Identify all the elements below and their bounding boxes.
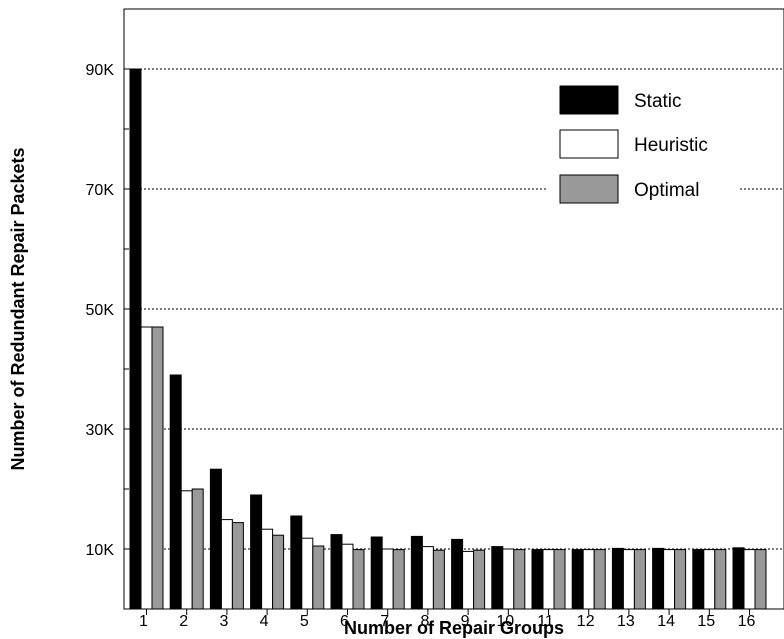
- bar-static-2: [169, 374, 182, 610]
- x-tick-label: 14: [657, 613, 675, 630]
- bar-optimal-16: [754, 549, 767, 610]
- bar-heuristic-16: [743, 549, 756, 610]
- bar-static-15: [692, 549, 705, 610]
- x-tick-label: 4: [260, 613, 269, 630]
- bar-optimal-12: [593, 549, 606, 610]
- x-tick-label: 5: [300, 613, 309, 630]
- bar-heuristic-12: [582, 549, 595, 610]
- bar-static-5: [290, 515, 303, 610]
- bar-static-10: [491, 546, 504, 610]
- y-axis-title: Number of Redundant Repair Packets: [8, 147, 28, 470]
- y-tick-label: 70K: [86, 182, 115, 199]
- bar-static-11: [531, 549, 544, 610]
- bar-optimal-7: [392, 549, 405, 610]
- legend-label-heuristic: Heuristic: [634, 135, 708, 156]
- x-tick-label: 7: [380, 613, 389, 630]
- bar-optimal-5: [312, 545, 325, 610]
- bar-optimal-13: [633, 549, 646, 610]
- bar-optimal-3: [231, 522, 244, 610]
- legend-swatch-heuristic: [559, 129, 619, 159]
- bar-optimal-10: [513, 549, 526, 610]
- bar-heuristic-15: [703, 549, 716, 610]
- y-tick-label: 50K: [86, 302, 115, 319]
- bar-optimal-2: [191, 488, 204, 610]
- bar-heuristic-9: [462, 550, 475, 610]
- y-axis: 10K 30K 50K 70K 90K: [86, 62, 132, 559]
- bar-static-14: [652, 547, 665, 610]
- bar-static-12: [571, 549, 584, 610]
- x-tick-label: 2: [179, 613, 188, 630]
- bar-static-7: [370, 536, 383, 610]
- bar-optimal-6: [352, 549, 365, 610]
- bar-heuristic-2: [180, 490, 193, 610]
- bar-heuristic-6: [341, 543, 354, 610]
- legend-swatch-static: [559, 85, 619, 115]
- bar-heuristic-10: [502, 548, 515, 610]
- y-tick-label: 90K: [86, 62, 115, 79]
- y-tick-label: 10K: [86, 542, 115, 559]
- x-axis-title: Number of Repair Groups: [344, 618, 564, 638]
- bar-heuristic-7: [381, 548, 394, 610]
- bar-static-8: [410, 535, 423, 610]
- x-tick-label: 9: [461, 613, 470, 630]
- legend-swatch-optimal: [559, 174, 619, 204]
- bar-heuristic-11: [542, 549, 555, 610]
- bar-heuristic-13: [622, 549, 635, 610]
- x-tick-label: 16: [738, 613, 756, 630]
- bar-static-3: [209, 468, 222, 610]
- y-tick-label: 30K: [86, 422, 115, 439]
- bar-static-13: [611, 547, 624, 610]
- x-axis: 1 2 3 4 5 6 7 8 9 10 11 12 13 14 15 16: [139, 609, 756, 630]
- bar-static-4: [250, 494, 263, 610]
- x-tick-label: 13: [617, 613, 635, 630]
- x-tick-label: 15: [697, 613, 715, 630]
- bar-optimal-11: [553, 549, 566, 610]
- bar-static-16: [732, 547, 745, 610]
- legend: Static Heuristic Optimal: [548, 76, 738, 212]
- x-tick-label: 6: [340, 613, 349, 630]
- bar-static-9: [451, 538, 464, 610]
- bar-optimal-9: [473, 549, 486, 610]
- bar-heuristic-5: [301, 537, 314, 610]
- x-tick-label: 8: [420, 613, 429, 630]
- x-tick-label: 10: [496, 613, 514, 630]
- bar-heuristic-8: [421, 546, 434, 610]
- bar-optimal-1: [151, 326, 164, 610]
- x-tick-label: 11: [537, 613, 554, 630]
- bar-heuristic-4: [261, 528, 274, 610]
- bar-heuristic-3: [220, 519, 233, 610]
- x-tick-label: 3: [219, 613, 228, 630]
- bar-heuristic-14: [663, 549, 676, 610]
- bar-optimal-15: [714, 549, 727, 610]
- legend-label-static: Static: [634, 91, 682, 112]
- bar-optimal-4: [272, 534, 285, 610]
- bar-heuristic-1: [140, 326, 153, 610]
- x-tick-label: 12: [577, 613, 595, 630]
- bar-static-6: [330, 534, 343, 610]
- bar-static-1: [129, 68, 142, 610]
- legend-label-optimal: Optimal: [634, 180, 699, 201]
- bar-optimal-14: [674, 549, 687, 610]
- bar-optimal-8: [432, 549, 445, 610]
- x-tick-label: 1: [139, 613, 148, 630]
